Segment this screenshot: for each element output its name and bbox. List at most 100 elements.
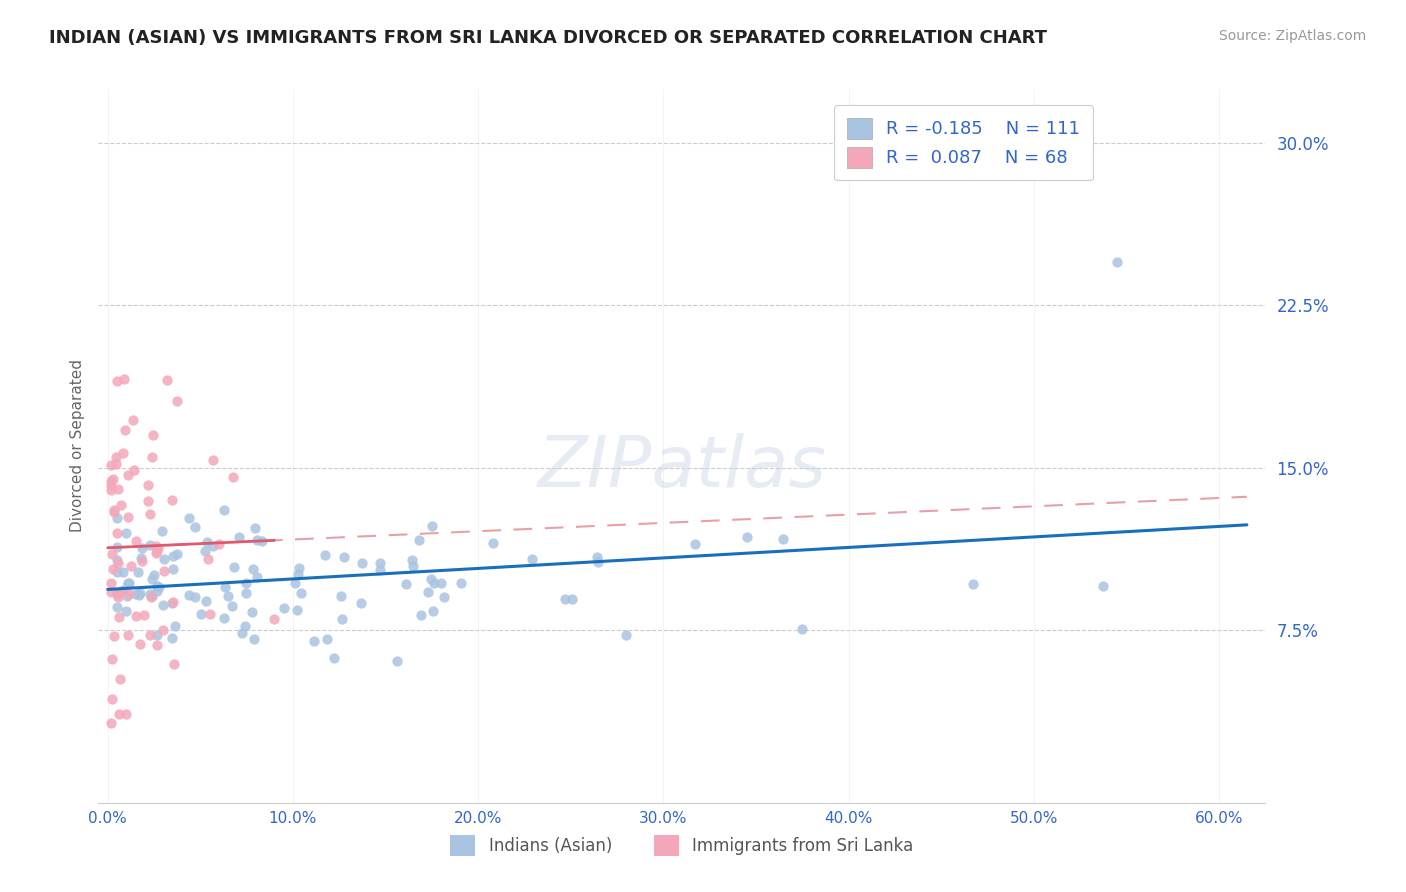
Point	[105, 450, 128, 464]
Point	[128, 637, 150, 651]
Point	[139, 587, 162, 601]
Point	[131, 554, 153, 568]
Point	[134, 608, 156, 623]
Point	[332, 550, 354, 565]
Point	[107, 590, 129, 604]
Point	[163, 657, 186, 671]
Point	[184, 520, 207, 534]
Point	[395, 576, 418, 591]
Point	[105, 565, 128, 579]
Point	[450, 575, 472, 590]
Point	[100, 474, 122, 488]
Point	[105, 457, 128, 471]
Point	[100, 478, 122, 492]
Point	[145, 638, 167, 652]
Point	[117, 509, 139, 524]
Point	[221, 469, 243, 483]
Point	[101, 547, 124, 561]
Point	[152, 624, 174, 638]
Point	[586, 555, 609, 569]
Point	[105, 540, 128, 554]
Point	[100, 652, 122, 666]
Point	[107, 557, 129, 571]
Point	[146, 541, 169, 555]
Point	[112, 372, 135, 386]
Point	[411, 607, 433, 622]
Point	[177, 588, 200, 602]
Point	[145, 546, 167, 560]
Point	[139, 590, 162, 604]
Point	[141, 573, 163, 587]
Point	[160, 596, 183, 610]
Point	[245, 521, 267, 535]
Point	[103, 503, 125, 517]
Point	[194, 543, 217, 558]
Point	[129, 586, 152, 600]
Point	[349, 597, 371, 611]
Point	[101, 562, 124, 576]
Text: ZIPatlas: ZIPatlas	[537, 433, 827, 502]
Point	[139, 507, 162, 521]
Point	[221, 599, 243, 613]
Point	[117, 577, 139, 591]
Point	[136, 493, 159, 508]
Point	[112, 446, 135, 460]
Point	[117, 576, 139, 591]
Point	[683, 537, 706, 551]
Point	[368, 556, 391, 570]
Point	[481, 536, 503, 550]
Point	[117, 467, 139, 482]
Point	[103, 629, 125, 643]
Point	[128, 588, 150, 602]
Point	[136, 478, 159, 492]
Point	[194, 593, 217, 607]
Point	[416, 585, 439, 599]
Point	[285, 603, 308, 617]
Point	[228, 531, 250, 545]
Point	[790, 622, 813, 636]
Point	[214, 580, 236, 594]
Point	[235, 585, 257, 599]
Point	[100, 584, 122, 599]
Point	[520, 552, 543, 566]
Point	[273, 601, 295, 615]
Point	[121, 413, 143, 427]
Point	[772, 532, 794, 546]
Point	[284, 575, 307, 590]
Point	[101, 471, 124, 485]
Point	[240, 605, 263, 619]
Point	[243, 632, 266, 647]
Point	[231, 625, 253, 640]
Point	[166, 548, 188, 562]
Point	[145, 539, 167, 553]
Point	[288, 561, 311, 575]
Point	[100, 716, 122, 731]
Point	[614, 628, 637, 642]
Point	[420, 573, 443, 587]
Point	[430, 575, 453, 590]
Point	[118, 587, 141, 601]
Point	[129, 550, 152, 565]
Point	[122, 463, 145, 477]
Legend: Indians (Asian), Immigrants from Sri Lanka: Indians (Asian), Immigrants from Sri Lan…	[444, 829, 920, 863]
Point	[100, 458, 122, 473]
Point	[735, 530, 758, 544]
Point	[329, 589, 352, 603]
Point	[108, 707, 131, 722]
Point	[125, 587, 148, 601]
Point	[1092, 579, 1115, 593]
Point	[323, 651, 346, 665]
Point	[105, 374, 128, 388]
Point	[368, 563, 391, 577]
Point	[153, 565, 176, 579]
Point	[115, 589, 138, 603]
Point	[304, 634, 326, 648]
Point	[208, 537, 231, 551]
Point	[115, 526, 138, 541]
Point	[561, 592, 583, 607]
Y-axis label: Divorced or Separated: Divorced or Separated	[69, 359, 84, 533]
Point	[115, 707, 138, 722]
Point	[222, 560, 245, 574]
Point	[385, 654, 408, 668]
Point	[150, 524, 173, 538]
